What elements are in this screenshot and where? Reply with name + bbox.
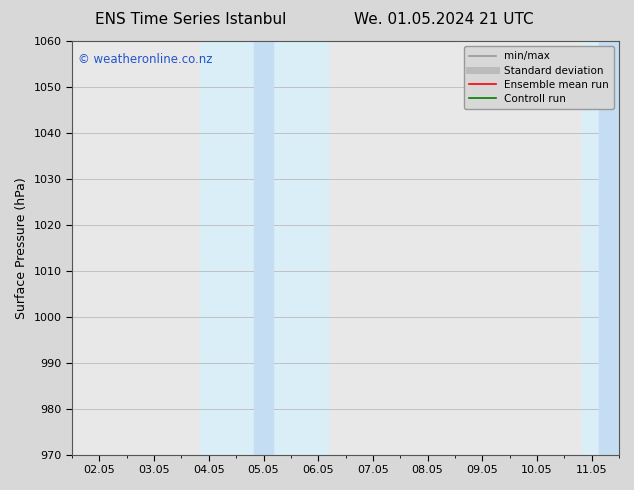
Text: We. 01.05.2024 21 UTC: We. 01.05.2024 21 UTC <box>354 12 534 27</box>
Y-axis label: Surface Pressure (hPa): Surface Pressure (hPa) <box>15 177 28 318</box>
Text: ENS Time Series Istanbul: ENS Time Series Istanbul <box>94 12 286 27</box>
Bar <box>254 41 273 455</box>
Text: © weatheronline.co.nz: © weatheronline.co.nz <box>77 53 212 67</box>
Bar <box>200 41 328 455</box>
Legend: min/max, Standard deviation, Ensemble mean run, Controll run: min/max, Standard deviation, Ensemble me… <box>464 46 614 109</box>
Bar <box>583 41 619 455</box>
Bar <box>598 41 619 455</box>
